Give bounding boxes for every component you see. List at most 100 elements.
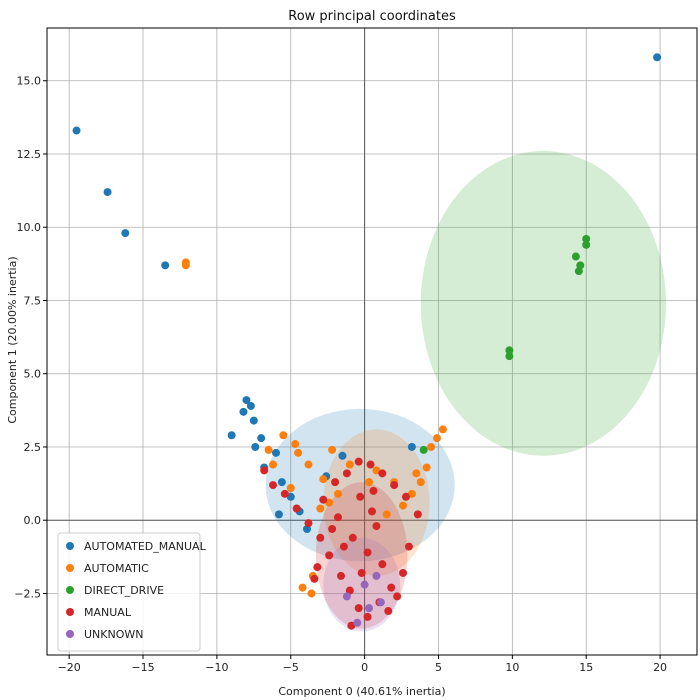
data-point (433, 434, 441, 443)
data-point (246, 401, 255, 410)
data-point (269, 481, 278, 490)
data-point (387, 583, 396, 592)
legend-marker (66, 608, 74, 616)
data-point (279, 431, 288, 440)
chart-title: Row principal coordinates (288, 9, 456, 24)
data-point (407, 442, 416, 451)
data-point (294, 448, 303, 457)
plot-area-frame (46, 27, 698, 656)
data-point (260, 466, 269, 475)
data-point (348, 533, 357, 542)
data-point (416, 478, 425, 487)
confidence-ellipses (265, 151, 666, 632)
x-tick-label: −15 (131, 661, 154, 674)
legend-marker (66, 586, 74, 594)
legend-label: MANUAL (84, 606, 132, 619)
data-point (365, 604, 374, 613)
legend: AUTOMATED_MANUAL AUTOMATIC DIRECT_DRIVE MAN… (57, 532, 207, 652)
data-point (181, 261, 190, 270)
data-point (399, 501, 408, 510)
legend-marker (66, 564, 74, 572)
data-point (407, 489, 416, 498)
data-point (319, 475, 328, 484)
data-point (384, 607, 393, 616)
data-point (354, 457, 363, 466)
data-point (339, 542, 348, 551)
data-point (310, 574, 319, 583)
data-point (582, 234, 591, 243)
data-point (378, 560, 387, 569)
data-point (574, 267, 583, 276)
data-point (161, 261, 170, 270)
y-tick-label: 15.0 (17, 75, 42, 88)
data-point (319, 495, 328, 504)
data-point (249, 416, 258, 425)
confidence-ellipse (420, 151, 666, 456)
axes: −20 −15 −10 −5 0 5 10 15 20 −2.5 0.0 2.5 5.0 7.5 10.0 1… (14, 75, 667, 674)
data-point (334, 513, 343, 522)
data-point (269, 460, 278, 469)
data-point (72, 126, 81, 135)
data-point (328, 445, 337, 454)
data-point (382, 510, 391, 519)
legend-marker (66, 542, 74, 550)
x-tick-label: 20 (653, 661, 667, 674)
data-point (427, 442, 436, 451)
data-point (257, 434, 266, 443)
data-point (239, 407, 248, 416)
data-point (304, 519, 313, 528)
data-point (277, 478, 286, 487)
data-point (505, 352, 514, 361)
data-point (342, 592, 351, 601)
data-point (304, 460, 313, 469)
y-axis-label: Component 1 (20.00% inertia) (6, 256, 19, 423)
data-point (357, 568, 366, 577)
legend-label: UNKNOWN (84, 628, 144, 641)
legend-label: AUTOMATIC (84, 562, 149, 575)
data-point (316, 533, 325, 542)
data-point (325, 551, 334, 560)
data-point (328, 525, 337, 534)
data-point (336, 571, 345, 580)
data-point (264, 445, 273, 454)
y-tick-label: 5.0 (24, 368, 42, 381)
data-point (366, 460, 375, 469)
data-point (571, 252, 580, 261)
data-point (438, 425, 447, 434)
data-point (242, 396, 251, 405)
x-tick-label: 10 (505, 661, 519, 674)
scatter-points (72, 53, 662, 630)
y-tick-label: 0.0 (24, 514, 42, 527)
data-point (372, 571, 381, 580)
data-point (347, 621, 356, 630)
data-point (121, 229, 130, 238)
x-tick-label: −20 (58, 661, 81, 674)
data-point (342, 469, 351, 478)
x-tick-label: 15 (579, 661, 593, 674)
data-point (363, 548, 372, 557)
data-point (345, 460, 354, 469)
data-point (368, 507, 376, 516)
legend-box (57, 532, 201, 652)
data-point (274, 510, 283, 519)
data-point (372, 522, 381, 531)
data-point (338, 451, 347, 460)
data-point (369, 486, 378, 495)
y-tick-label: 2.5 (24, 441, 42, 454)
data-point (378, 469, 387, 478)
y-tick-label: −2.5 (14, 587, 41, 600)
legend-label: DIRECT_DRIVE (84, 584, 164, 597)
data-point (393, 592, 402, 601)
x-tick-label: 5 (435, 661, 442, 674)
data-point (376, 598, 385, 607)
data-point (390, 481, 399, 490)
legend-label: AUTOMATED_MANUAL (84, 540, 207, 553)
data-point (313, 563, 322, 572)
gridlines (47, 28, 697, 655)
data-point (413, 510, 422, 519)
data-point (307, 589, 316, 598)
data-point (292, 504, 301, 513)
data-point (334, 489, 343, 498)
data-point (286, 492, 295, 501)
